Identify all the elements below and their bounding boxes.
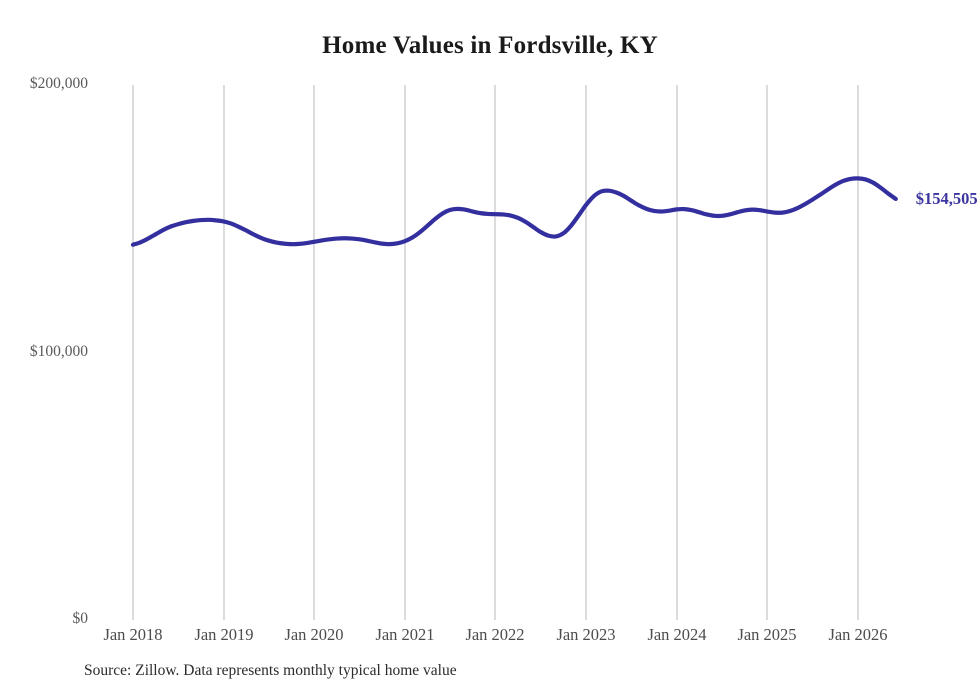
y-axis-tick-label-0: $0 bbox=[72, 610, 89, 627]
x-axis-tick-label-jan-2026: Jan 2026 bbox=[828, 625, 888, 644]
gridlines bbox=[132, 85, 859, 620]
x-axis-tick-label-jan-2019: Jan 2019 bbox=[194, 625, 254, 644]
home-value-line-series bbox=[130, 176, 898, 247]
source-note: Source: Zillow. Data represents monthly … bbox=[84, 662, 457, 679]
x-axis-tick-label-jan-2022: Jan 2022 bbox=[465, 625, 525, 644]
x-axis-tick-label-jan-2024: Jan 2024 bbox=[647, 625, 707, 644]
end-value-annotation: $154,505 bbox=[915, 188, 978, 208]
y-axis-tick-label-100000: $100,000 bbox=[29, 342, 88, 360]
x-axis-tick-label-jan-2020: Jan 2020 bbox=[284, 625, 344, 644]
x-axis-tick-label-jan-2025: Jan 2025 bbox=[737, 625, 797, 644]
x-axis-tick-label-jan-2023: Jan 2023 bbox=[556, 625, 616, 644]
x-axis-tick-label-jan-2021: Jan 2021 bbox=[375, 625, 435, 644]
y-axis-tick-label-200000: $200,000 bbox=[29, 75, 88, 92]
chart-title: Home Values in Fordsville, KY bbox=[322, 32, 658, 59]
x-axis-tick-label-jan-2018: Jan 2018 bbox=[103, 625, 163, 644]
